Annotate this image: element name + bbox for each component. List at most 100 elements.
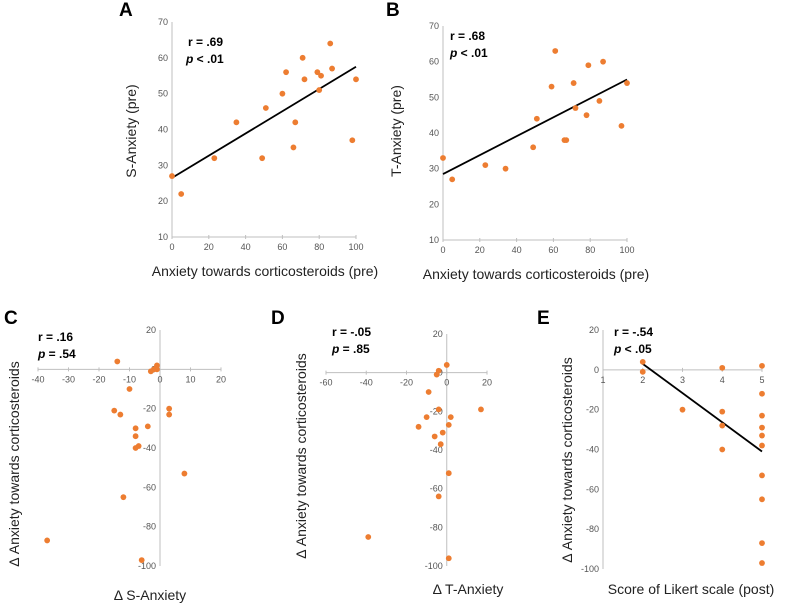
y-axis-label-c: Δ Anxiety towards corticosteroids xyxy=(6,361,22,566)
data-point-d xyxy=(435,367,442,374)
panel-b: B r = .68 p < .01 T-Anxiety (pre) Anxiet… xyxy=(386,0,649,282)
y-tick-label-c: -40 xyxy=(143,443,156,453)
x-tick-label-d: -40 xyxy=(360,378,373,388)
data-point-a xyxy=(318,72,324,79)
data-point-c xyxy=(44,537,51,544)
data-point-b xyxy=(600,58,606,65)
y-tick-label-a: 70 xyxy=(158,17,168,27)
y-tick-label-e: -20 xyxy=(586,405,599,415)
x-tick-label-c: -10 xyxy=(123,374,136,384)
data-point-a xyxy=(327,40,334,47)
x-tick-label-d: 20 xyxy=(482,378,492,388)
data-point-e xyxy=(719,422,726,429)
panel-label-d: D xyxy=(271,308,285,329)
data-point-a xyxy=(349,137,356,144)
data-point-a xyxy=(299,54,306,61)
panel-c: C r = .16 p = .54 Δ Anxiety towards cort… xyxy=(4,308,226,603)
data-point-e xyxy=(759,496,765,503)
data-point-a xyxy=(262,105,269,111)
y-tick-label-c: -60 xyxy=(143,482,156,492)
stat-p-c: p = .54 xyxy=(37,347,76,361)
data-point-b xyxy=(572,105,579,111)
x-axis-label-e: Score of Likert scale (post) xyxy=(608,581,775,597)
data-point-b xyxy=(482,162,489,169)
y-tick-label-d: -60 xyxy=(430,484,443,494)
data-point-a xyxy=(329,65,335,72)
x-tick-label-a: 60 xyxy=(277,242,287,252)
data-point-e xyxy=(719,408,726,415)
data-point-a xyxy=(178,191,185,197)
x-tick-label-c: 0 xyxy=(157,374,162,384)
data-point-d xyxy=(447,414,454,421)
x-tick-label-c: -30 xyxy=(62,374,75,384)
data-point-a xyxy=(292,119,299,126)
stat-p-b: p < .01 xyxy=(449,46,488,60)
data-point-a xyxy=(169,173,175,179)
data-point-c xyxy=(114,358,121,365)
x-tick-label-c: -20 xyxy=(92,374,105,384)
x-tick-label-a: 20 xyxy=(204,242,214,252)
y-axis-label-b: T-Anxiety (pre) xyxy=(388,85,404,177)
data-point-e xyxy=(759,560,765,566)
panel-label-b: B xyxy=(386,0,400,21)
data-point-e xyxy=(719,446,726,453)
data-point-a xyxy=(301,76,308,83)
data-point-e xyxy=(759,472,765,479)
data-point-b xyxy=(440,155,446,161)
x-tick-label-c: -40 xyxy=(31,374,44,384)
x-axis-label-a: Anxiety towards corticosteroids (pre) xyxy=(152,263,378,279)
data-point-c xyxy=(151,366,157,373)
y-tick-label-d: -80 xyxy=(430,522,443,532)
data-point-c xyxy=(132,425,139,432)
stat-p-e: p < .05 xyxy=(613,342,652,356)
x-tick-label-c: 20 xyxy=(216,374,226,384)
y-tick-label-a: 60 xyxy=(158,53,168,63)
data-point-d xyxy=(478,406,484,413)
data-point-c xyxy=(138,557,145,563)
y-tick-label-d: -20 xyxy=(430,406,443,416)
panel-label-e: E xyxy=(537,308,550,329)
y-tick-label-a: 40 xyxy=(158,125,168,135)
data-point-a xyxy=(290,144,297,151)
data-point-d xyxy=(437,441,444,448)
stat-r-c: r = .16 xyxy=(38,330,73,344)
data-point-d xyxy=(439,429,446,436)
y-tick-label-b: 40 xyxy=(429,128,439,138)
data-point-a xyxy=(233,119,240,126)
y-axis-label-e: Δ Anxiety towards corticosteroids xyxy=(559,357,575,562)
x-tick-label-b: 0 xyxy=(440,245,445,255)
data-point-b xyxy=(570,80,577,86)
x-tick-label-e: 3 xyxy=(680,375,685,385)
data-point-d xyxy=(445,421,452,428)
y-tick-label-b: 70 xyxy=(429,21,439,31)
data-point-d xyxy=(431,433,438,440)
x-tick-label-e: 1 xyxy=(600,375,605,385)
data-point-d xyxy=(435,406,442,413)
data-point-e xyxy=(759,424,765,431)
data-point-c xyxy=(111,407,118,414)
panel-label-a: A xyxy=(119,0,133,21)
data-point-a xyxy=(316,87,323,93)
x-tick-label-c: 10 xyxy=(185,374,195,384)
y-tick-label-b: 10 xyxy=(429,235,439,245)
data-point-b xyxy=(563,137,570,144)
data-point-a xyxy=(353,76,359,83)
y-tick-label-c: -20 xyxy=(143,404,156,414)
data-point-a xyxy=(279,90,286,97)
data-point-d xyxy=(445,470,452,477)
x-tick-label-a: 80 xyxy=(314,242,324,252)
regression-line-e xyxy=(642,363,763,453)
data-point-a xyxy=(211,155,218,162)
y-tick-label-b: 60 xyxy=(429,57,439,67)
data-point-e xyxy=(639,368,646,375)
stat-r-a: r = .69 xyxy=(188,35,223,49)
x-tick-label-d: -60 xyxy=(319,378,332,388)
data-point-c xyxy=(166,405,173,412)
y-tick-label-d: 20 xyxy=(433,329,443,339)
data-point-b xyxy=(583,112,590,119)
x-axis-label-b: Anxiety towards corticosteroids (pre) xyxy=(423,266,649,282)
panel-a: A r = .69 p < .01 S-Anxiety (pre) Anxiet… xyxy=(119,0,378,279)
data-point-b xyxy=(585,62,592,69)
y-tick-label-c: -80 xyxy=(143,522,156,532)
